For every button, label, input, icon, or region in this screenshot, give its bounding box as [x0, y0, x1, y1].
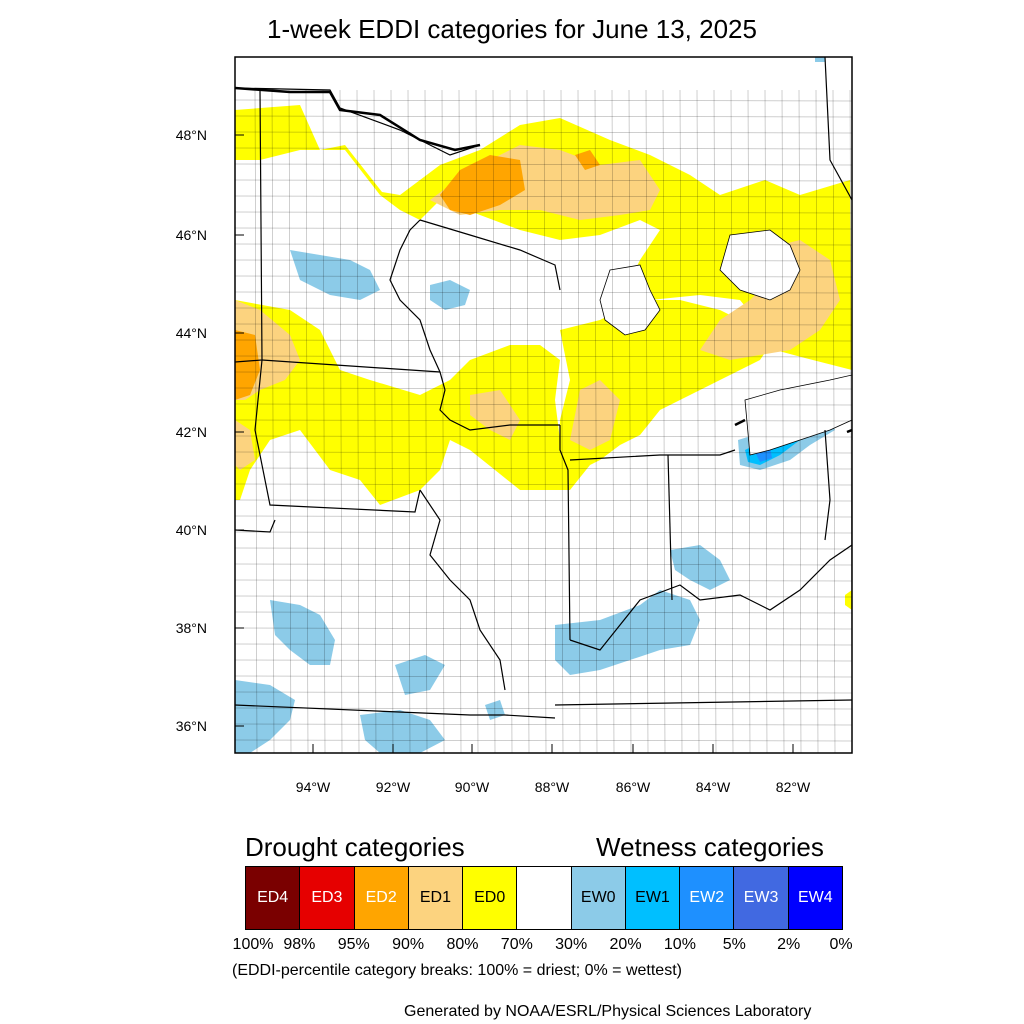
latitude-labels: 48°N 46°N 44°N 42°N 40°N 38°N 36°N: [176, 127, 207, 734]
break-label: 20%: [609, 936, 642, 953]
longitude-labels: 94°W 92°W 90°W 88°W 86°W 84°W 82°W: [296, 779, 811, 795]
lat-label: 38°N: [176, 620, 207, 636]
break-label: 2%: [777, 936, 801, 953]
break-label: 5%: [722, 936, 746, 953]
legend-note: (EDDI-percentile category breaks: 100% =…: [232, 962, 682, 979]
axis-ticks: [235, 134, 794, 753]
international-border: [235, 86, 852, 434]
break-label: 80%: [446, 936, 479, 953]
lon-label: 92°W: [376, 779, 411, 795]
legend-cell-ew1: EW1: [625, 867, 681, 929]
lat-label: 40°N: [176, 522, 207, 538]
category-breaks: 100% 98% 95% 90% 80% 70% 30% 20% 10% 5% 2% 0%: [0, 936, 1024, 956]
legend-cell-ed1: ED1: [408, 867, 464, 929]
legend-cell-ew4: EW4: [788, 867, 842, 929]
lat-label: 42°N: [176, 424, 207, 440]
legend-cell-ew2: EW2: [680, 867, 735, 929]
legend-cell-ed3: ED3: [300, 867, 355, 929]
break-label: 95%: [337, 936, 370, 953]
lon-label: 94°W: [296, 779, 331, 795]
legend-cell-ed0: ED0: [463, 867, 518, 929]
great-lakes: [599, 229, 852, 456]
lon-label: 88°W: [535, 779, 570, 795]
lon-label: 82°W: [776, 779, 811, 795]
break-label: 0%: [829, 936, 853, 953]
legend-cell-ed2: ED2: [354, 867, 409, 929]
lon-label: 84°W: [696, 779, 731, 795]
wetness-legend-title: Wetness categories: [596, 832, 824, 862]
legend-cell-ed4: ED4: [246, 867, 301, 929]
lon-label: 90°W: [455, 779, 490, 795]
ed2-regions: [235, 150, 600, 400]
lat-label: 48°N: [176, 127, 207, 143]
drought-legend-title: Drought categories: [245, 832, 465, 862]
break-label: 98%: [283, 936, 316, 953]
category-color-bar: ED4 ED3 ED2 ED1 ED0 EW0 EW1 EW2 EW3 EW4: [245, 866, 843, 930]
lon-label: 86°W: [616, 779, 651, 795]
break-label: 90%: [392, 936, 425, 953]
legend-cell-ew0: EW0: [571, 867, 626, 929]
legend-cell-neutral: [517, 867, 572, 929]
break-label: 10%: [663, 936, 696, 953]
legend-cell-ew3: EW3: [734, 867, 789, 929]
lat-label: 36°N: [176, 718, 207, 734]
credit-line: Generated by NOAA/ESRL/Physical Sciences…: [404, 1003, 812, 1020]
break-label: 100%: [232, 936, 274, 953]
lat-label: 46°N: [176, 227, 207, 243]
break-label: 30%: [555, 936, 588, 953]
break-label: 70%: [500, 936, 533, 953]
lat-label: 44°N: [176, 325, 207, 341]
state-borders: [235, 57, 852, 719]
map-frame: [234, 56, 853, 754]
map-title: 1-week EDDI categories for June 13, 2025: [267, 14, 757, 44]
